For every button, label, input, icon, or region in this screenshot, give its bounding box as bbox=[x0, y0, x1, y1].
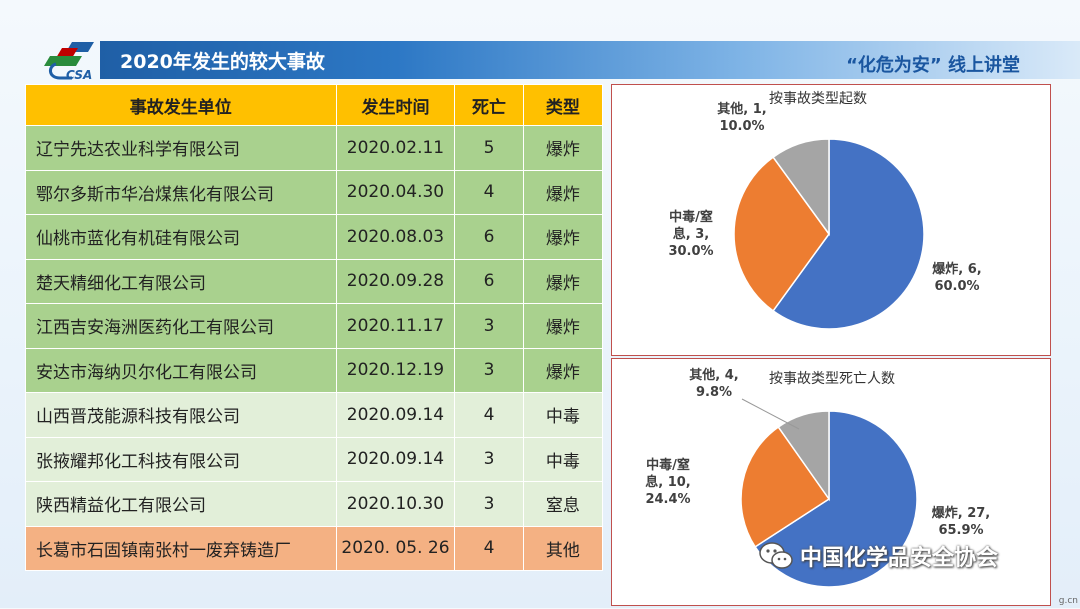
lecture-title: “化危为安” 线上讲堂 bbox=[846, 55, 1020, 76]
cell-date: 2020.09.14 bbox=[335, 436, 456, 482]
cell-type: 爆炸 bbox=[522, 258, 604, 304]
cell-unit: 张掖耀邦化工科技有限公司 bbox=[25, 436, 337, 482]
cell-type: 窒息 bbox=[522, 481, 604, 527]
cell-deaths: 3 bbox=[454, 481, 524, 527]
col-header-unit: 事故发生单位 bbox=[25, 84, 337, 126]
cell-deaths: 6 bbox=[454, 258, 524, 304]
col-header-date: 发生时间 bbox=[335, 84, 456, 126]
cell-type: 爆炸 bbox=[522, 303, 604, 349]
table-row: 江西吉安海洲医药化工有限公司 2020.11.17 3 爆炸 bbox=[25, 303, 604, 349]
cell-date: 2020.04.30 bbox=[335, 169, 456, 215]
leader-line bbox=[741, 398, 800, 430]
header-bar bbox=[100, 41, 1080, 79]
cell-type: 爆炸 bbox=[522, 169, 604, 215]
col-header-deaths: 死亡 bbox=[454, 84, 524, 126]
pie-slice bbox=[772, 138, 925, 330]
cell-deaths: 4 bbox=[454, 392, 524, 438]
data-label: 其他, 4, 9.8% bbox=[689, 367, 738, 400]
cell-type: 爆炸 bbox=[522, 347, 604, 393]
page-title: 2020年发生的较大事故 bbox=[120, 51, 325, 73]
cell-date: 2020. 05. 26 bbox=[335, 525, 456, 571]
cell-type: 爆炸 bbox=[522, 125, 604, 171]
cell-deaths: 3 bbox=[454, 436, 524, 482]
wechat-icon bbox=[759, 542, 793, 569]
cell-deaths: 4 bbox=[454, 525, 524, 571]
table-row: 仙桃市蓝化有机硅有限公司 2020.08.03 6 爆炸 bbox=[25, 214, 604, 260]
cell-type: 中毒 bbox=[522, 436, 604, 482]
data-label: 爆炸, 27, 65.9% bbox=[932, 505, 991, 538]
cell-deaths: 4 bbox=[454, 169, 524, 215]
cell-date: 2020.11.17 bbox=[335, 303, 456, 349]
cell-unit: 辽宁先达农业科学有限公司 bbox=[25, 125, 337, 171]
cell-date: 2020.09.14 bbox=[335, 392, 456, 438]
wechat-watermark: 中国化学品安全协会 bbox=[758, 540, 998, 572]
col-header-type: 类型 bbox=[522, 84, 604, 126]
table-row: 楚天精细化工有限公司 2020.09.28 6 爆炸 bbox=[25, 258, 604, 304]
corner-url-fragment: g.cn bbox=[1058, 596, 1078, 606]
data-label: 中毒/窒息, 3, 30.0% bbox=[668, 209, 713, 259]
cell-deaths: 3 bbox=[454, 303, 524, 349]
table-header-row: 事故发生单位 发生时间 死亡 类型 bbox=[25, 84, 604, 126]
data-label: 爆炸, 6, 60.0% bbox=[932, 261, 981, 294]
data-label: 其他, 1, 10.0% bbox=[717, 101, 766, 134]
pie-slice bbox=[754, 410, 918, 588]
cell-unit: 仙桃市蓝化有机硅有限公司 bbox=[25, 214, 337, 260]
cell-unit: 长葛市石固镇南张村一废弃铸造厂 bbox=[25, 525, 337, 571]
cell-type: 中毒 bbox=[522, 392, 604, 438]
logo-text: CSA bbox=[66, 68, 92, 82]
cell-date: 2020.09.28 bbox=[335, 258, 456, 304]
table-row: 长葛市石固镇南张村一废弃铸造厂 2020. 05. 26 4 其他 bbox=[25, 525, 604, 571]
cell-deaths: 6 bbox=[454, 214, 524, 260]
cell-deaths: 5 bbox=[454, 125, 524, 171]
table-body: 辽宁先达农业科学有限公司 2020.02.11 5 爆炸 鄂尔多斯市华冶煤焦化有限公司 2… bbox=[25, 125, 604, 571]
cell-date: 2020.02.11 bbox=[335, 125, 456, 171]
accident-table: 事故发生单位 发生时间 死亡 类型 辽宁先达农业科学有限公司 2020.02.11… bbox=[25, 84, 604, 571]
pie-slice bbox=[777, 410, 830, 502]
cell-unit: 陕西精益化工有限公司 bbox=[25, 481, 337, 527]
table-row: 张掖耀邦化工科技有限公司 2020.09.14 3 中毒 bbox=[25, 436, 604, 482]
chart-title: 按事故类型死亡人数 bbox=[769, 371, 895, 387]
cell-unit: 楚天精细化工有限公司 bbox=[25, 258, 337, 304]
pie-slice bbox=[740, 425, 831, 548]
pie-slice bbox=[733, 156, 830, 312]
cell-unit: 山西晋茂能源科技有限公司 bbox=[25, 392, 337, 438]
pie-slice bbox=[772, 138, 830, 237]
watermark-text: 中国化学品安全协会 bbox=[800, 546, 999, 571]
table-row: 鄂尔多斯市华冶煤焦化有限公司 2020.04.30 4 爆炸 bbox=[25, 169, 604, 215]
cell-type: 其他 bbox=[522, 525, 604, 571]
pie-panel-deaths: 按事故类型死亡人数爆炸, 27, 65.9% 中毒/窒息, 10, 24.4% 其他, … bbox=[611, 358, 1051, 606]
cell-unit: 鄂尔多斯市华冶煤焦化有限公司 bbox=[25, 169, 337, 215]
cell-date: 2020.12.19 bbox=[335, 347, 456, 393]
chart-title: 按事故类型起数 bbox=[769, 91, 867, 107]
data-label: 中毒/窒息, 10, 24.4% bbox=[645, 457, 691, 507]
cell-unit: 安达市海纳贝尔化工有限公司 bbox=[25, 347, 337, 393]
table-row: 陕西精益化工有限公司 2020.10.30 3 窒息 bbox=[25, 481, 604, 527]
table-row: 安达市海纳贝尔化工有限公司 2020.12.19 3 爆炸 bbox=[25, 347, 604, 393]
cell-date: 2020.08.03 bbox=[335, 214, 456, 260]
cell-date: 2020.10.30 bbox=[335, 481, 456, 527]
pie-panel-count: 按事故类型起数爆炸, 6, 60.0% 中毒/窒息, 3, 30.0% 其他, 1, 10… bbox=[611, 84, 1051, 356]
cell-deaths: 3 bbox=[454, 347, 524, 393]
table-row: 山西晋茂能源科技有限公司 2020.09.14 4 中毒 bbox=[25, 392, 604, 438]
cell-type: 爆炸 bbox=[522, 214, 604, 260]
cell-unit: 江西吉安海洲医药化工有限公司 bbox=[25, 303, 337, 349]
table-row: 辽宁先达农业科学有限公司 2020.02.11 5 爆炸 bbox=[25, 125, 604, 171]
csa-logo: CSA bbox=[44, 42, 94, 82]
